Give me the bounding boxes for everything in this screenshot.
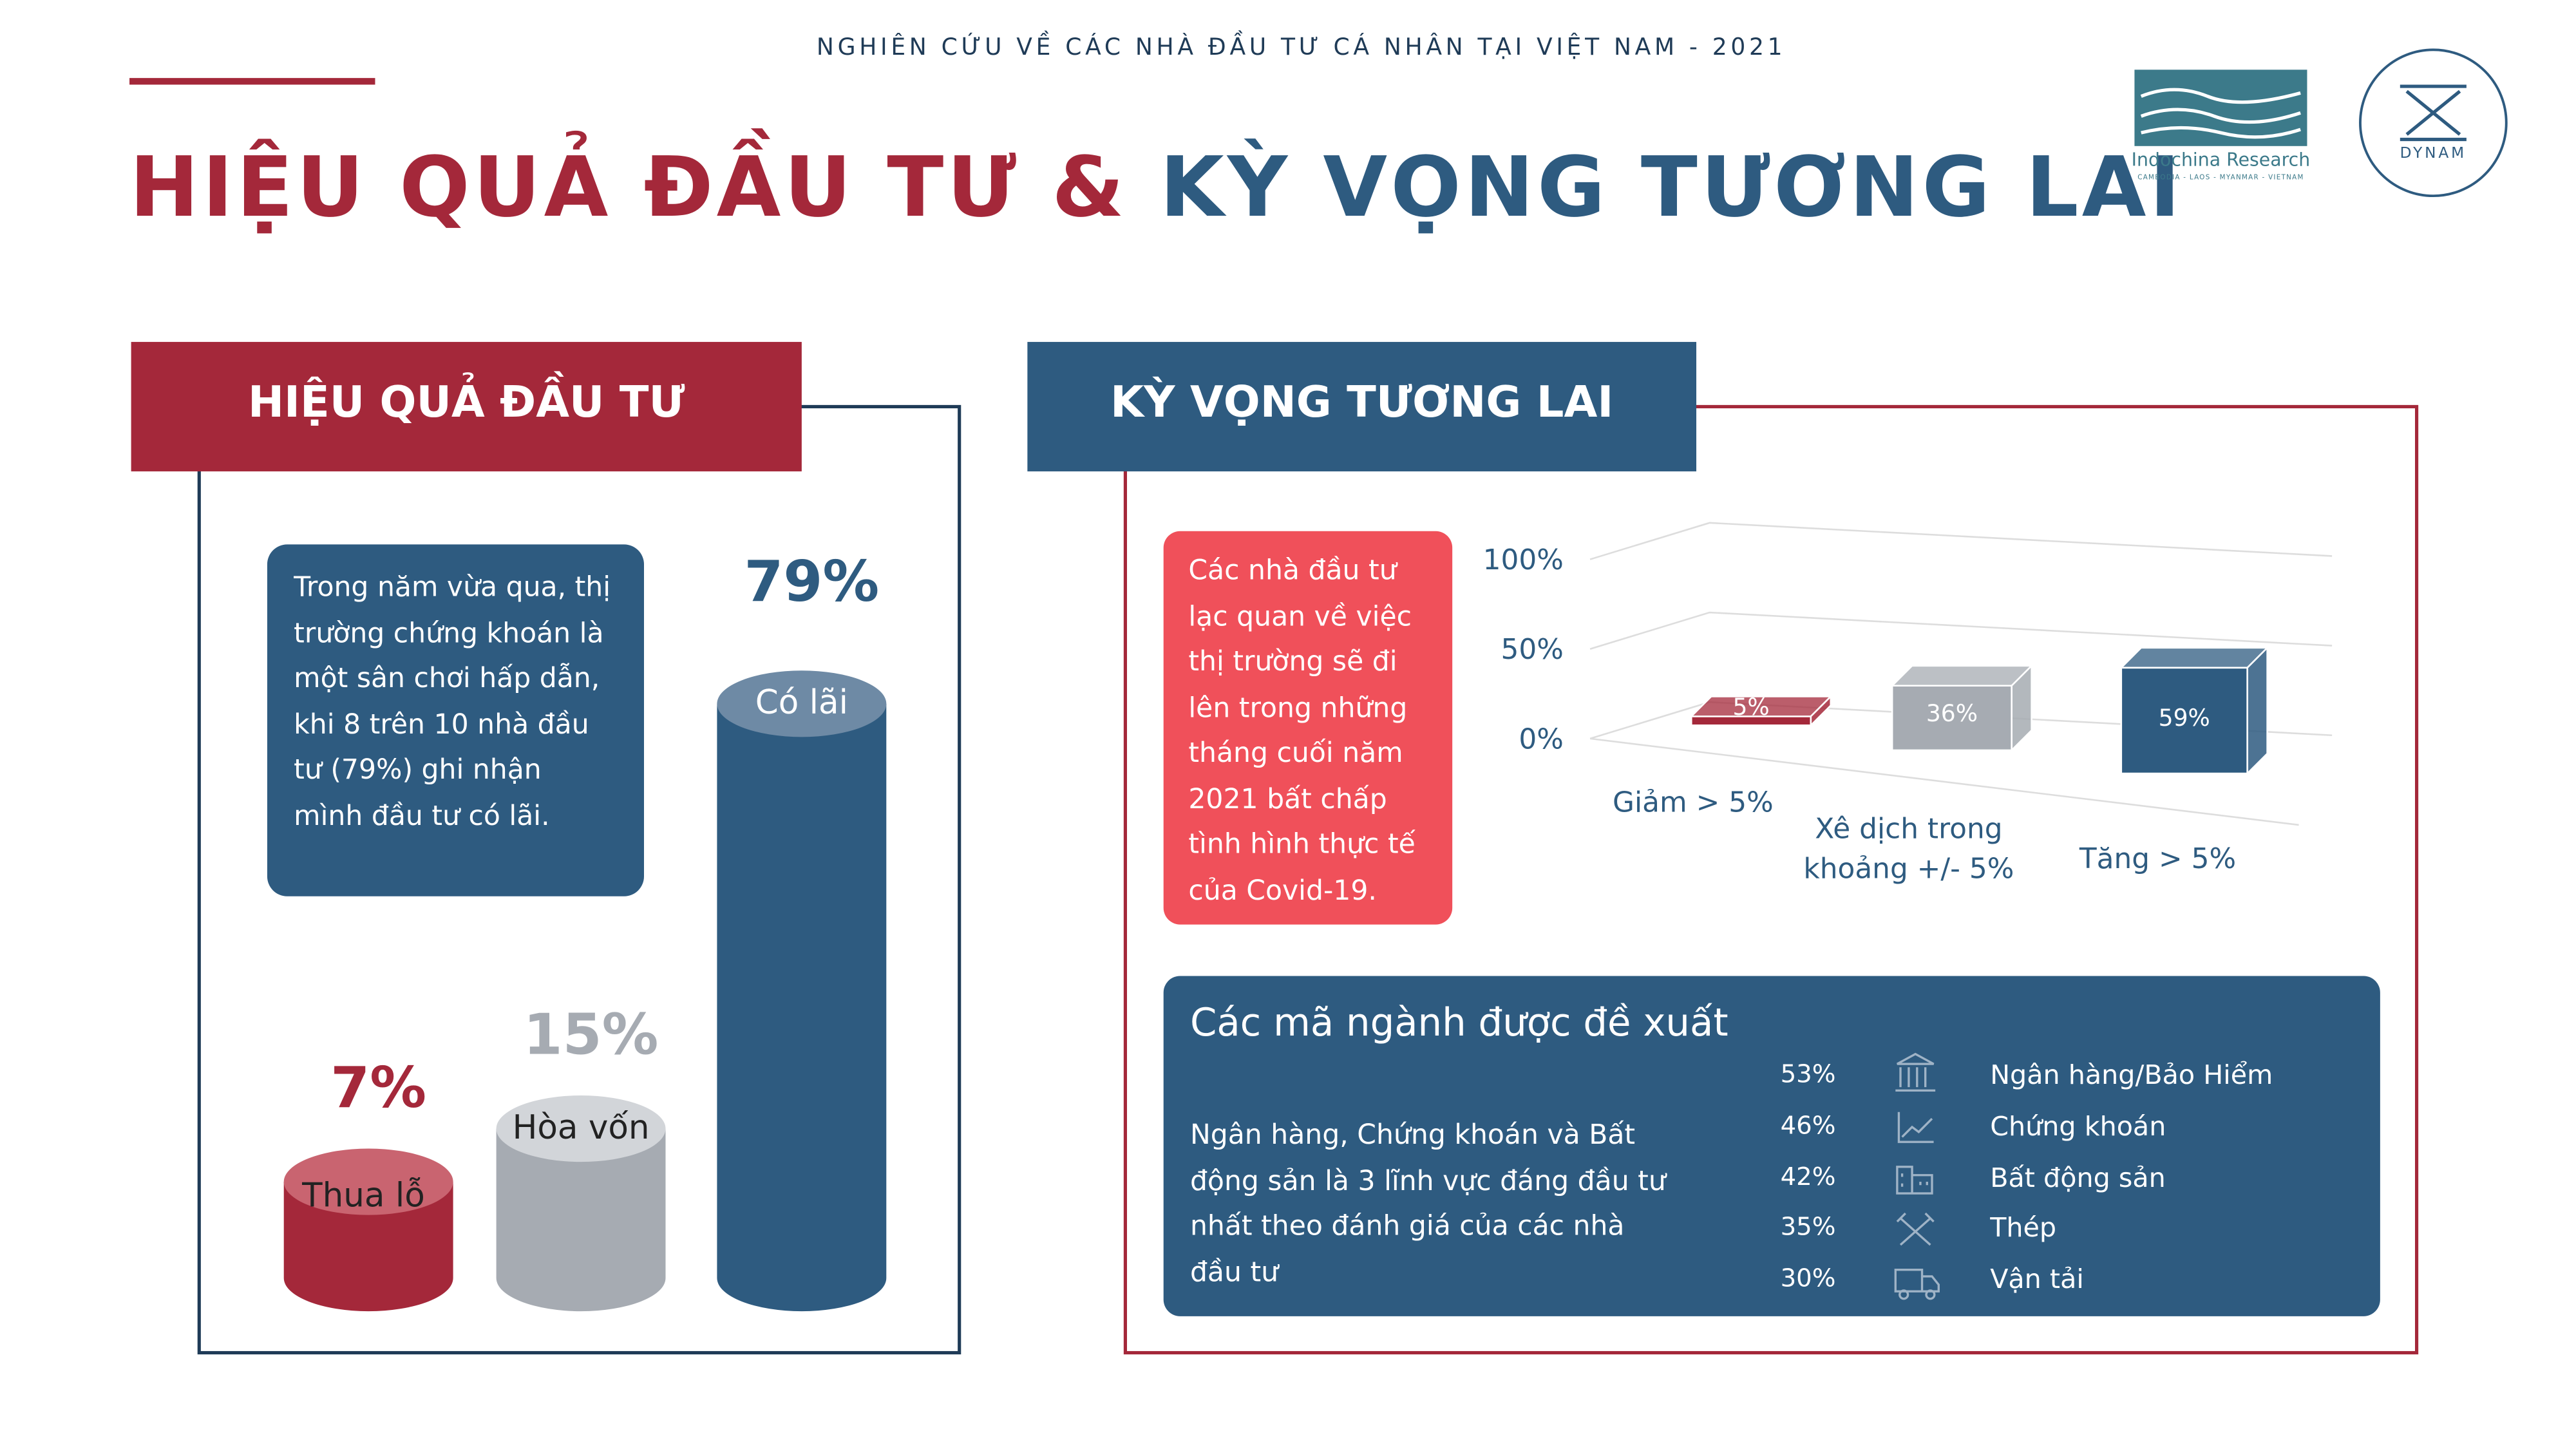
- cylinder-body: [283, 1182, 453, 1312]
- right-heading: KỲ VỌNG TƯƠNG LAI: [1110, 378, 1614, 428]
- sector-name: Vận tải: [1990, 1263, 2084, 1295]
- value-label: 15%: [524, 1002, 659, 1068]
- value-label: 7%: [330, 1055, 426, 1121]
- floor-edge: [1589, 737, 2299, 826]
- sector-name: Bất động sản: [1990, 1161, 2166, 1193]
- category-label: Thua lỗ: [301, 1177, 425, 1215]
- right-textbox: [1163, 531, 1453, 925]
- left-header: [131, 341, 802, 471]
- category-label: Xê dịch trong khoảng +/- 5%: [1803, 813, 2014, 887]
- subtitle: NGHIÊN CỨU VỀ CÁC NHÀ ĐẦU TƯ CÁ NHÂN TẠI…: [816, 35, 1786, 62]
- title-blue: KỲ VỌNG TƯƠNG LAI: [1159, 139, 2184, 236]
- title: HIỆU QUẢ ĐẦU TƯ & KỲ VỌNG TƯƠNG LAI: [129, 139, 2184, 235]
- cylinder-top: [283, 1148, 453, 1215]
- category-label: Giảm > 5%: [1612, 786, 1774, 820]
- cylinder-top: [717, 670, 887, 737]
- sector-name: Ngân hàng/Bảo Hiểm: [1990, 1059, 2273, 1091]
- logo-sub: CAMBODIA - LAOS - MYANMAR - VIETNAM: [2137, 173, 2304, 181]
- sectors-title: Các mã ngành được đề xuất: [1189, 1002, 1728, 1046]
- category-label: Hòa vốn: [513, 1108, 650, 1147]
- category-label: Tăng > 5%: [2079, 843, 2237, 876]
- left-heading: HIỆU QUẢ ĐẦU TƯ: [247, 378, 685, 428]
- sector-pct: 53%: [1780, 1059, 1836, 1089]
- accent-line: [129, 78, 375, 85]
- indochina-logo: [2134, 70, 2307, 146]
- y-tick-label: 0%: [1519, 723, 1563, 755]
- dynam-logo: [2359, 48, 2508, 198]
- sector-pct: 46%: [1780, 1110, 1836, 1141]
- category-label: Có lãi: [755, 683, 848, 722]
- title-red: HIỆU QUẢ ĐẦU TƯ &: [129, 139, 1128, 236]
- right-header: [1027, 341, 1697, 471]
- dynam-name: DYNAM: [2400, 146, 2467, 163]
- bar-side: [2011, 663, 2032, 753]
- right-frame: [1123, 404, 2419, 1355]
- bar-top: [2119, 647, 2269, 669]
- bar-side: [2246, 645, 2268, 776]
- y-tick-label: 100%: [1483, 544, 1564, 576]
- bar-side: [1810, 694, 1832, 728]
- grid-line: [1589, 611, 2333, 650]
- y-tick-label: 50%: [1501, 633, 1563, 666]
- sector-name: Chứng khoán: [1990, 1110, 2166, 1142]
- left-text: Trong năm vừa qua, thị trường chứng khoá…: [294, 571, 611, 831]
- bar-front: [1891, 685, 2013, 752]
- value-label: 36%: [1926, 700, 1978, 727]
- cylinder-top: [496, 1095, 666, 1162]
- logo-name: Indochina Research: [2131, 149, 2311, 171]
- left-textbox: [267, 544, 645, 896]
- right-text: Các nhà đầu tư lạc quan về việc thị trườ…: [1188, 554, 1416, 905]
- grid-line: [1589, 522, 2333, 560]
- sector-icons: [1894, 1052, 1940, 1300]
- bar-top: [1890, 665, 2034, 687]
- sectors-text: Ngân hàng, Chứng khoán và Bất động sản l…: [1189, 1119, 1666, 1287]
- sector-pct: 30%: [1780, 1263, 1836, 1294]
- cylinder-body: [717, 703, 887, 1312]
- sector-pct: 42%: [1780, 1161, 1836, 1191]
- value-label: 5%: [1732, 694, 1769, 721]
- dynam-mark: [2400, 84, 2467, 142]
- sectors-box: [1163, 976, 2380, 1316]
- value-label: 79%: [744, 549, 879, 614]
- sector-pct: 35%: [1780, 1212, 1836, 1242]
- cylinder-body: [496, 1128, 666, 1312]
- sector-name: Thép: [1990, 1212, 2057, 1244]
- value-label: 59%: [2159, 705, 2210, 732]
